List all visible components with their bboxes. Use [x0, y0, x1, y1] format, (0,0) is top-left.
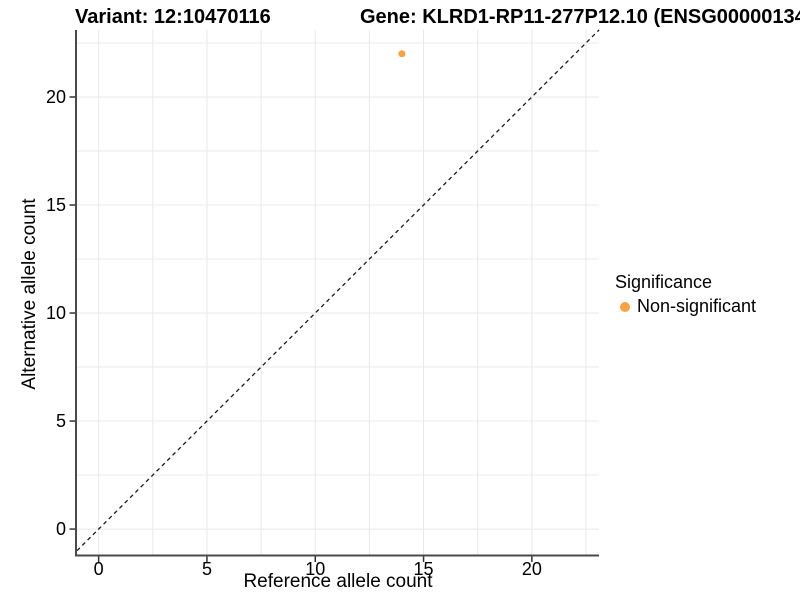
y-tick-label: 15 [46, 195, 66, 215]
x-tick-label: 15 [414, 559, 434, 579]
legend-item-label: Non-significant [637, 296, 757, 316]
data-point [398, 50, 406, 58]
y-tick-label: 10 [46, 303, 66, 323]
legend-title: Significance [615, 272, 713, 292]
identity-line [76, 29, 600, 552]
legend: Significance Non-significant [615, 272, 756, 317]
x-tick-label: 5 [202, 559, 212, 579]
y-tick-label: 20 [46, 87, 66, 107]
y-tick-label: 0 [56, 519, 66, 539]
x-tick-label: 20 [522, 559, 542, 579]
plot-title-gene: Gene: KLRD1-RP11-277P12.10 (ENSG00000134 [360, 6, 800, 28]
y-tick-label: 5 [56, 411, 66, 431]
plot-title-variant: Variant: 12:10470116 [75, 6, 271, 28]
x-tick-label: 10 [305, 559, 325, 579]
x-axis-title: Reference allele count [243, 571, 433, 592]
legend-key-dot-icon [620, 301, 630, 312]
x-tick-label: 0 [94, 559, 104, 579]
legend-item-non-significant: Non-significant [615, 296, 756, 317]
